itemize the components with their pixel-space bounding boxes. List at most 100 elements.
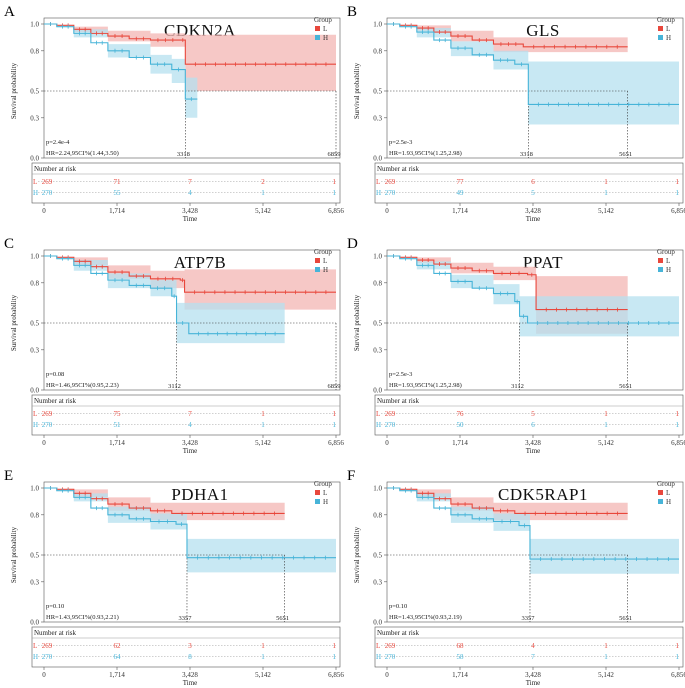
x-axis-label: Time: [183, 215, 198, 223]
y-tick-label: 0.8: [373, 511, 382, 519]
x-tick-label: 3,428: [525, 671, 541, 679]
ci-band-l: [44, 24, 336, 91]
risk-count: 1: [676, 178, 680, 186]
risk-count: 1: [333, 189, 337, 197]
y-axis-label: Survival probability: [10, 294, 18, 351]
x-tick-label: 6,856: [328, 671, 344, 679]
km-curve-h: [44, 487, 336, 559]
risk-count: 270: [385, 421, 396, 429]
risk-count: 49: [457, 189, 465, 197]
risk-count: 50: [457, 421, 465, 429]
ci-band-l: [44, 488, 285, 529]
km-panel-b: B GLS Survival probability 0.0 0.3 0.5 0.8 1.0 3…: [347, 4, 685, 223]
risk-row-group: L: [33, 178, 37, 186]
risk-count: 1: [261, 421, 265, 429]
median-label-high: 3318: [520, 151, 533, 158]
risk-count: 55: [114, 189, 122, 197]
legend-label-high: H: [666, 498, 671, 506]
legend-swatch-high: [658, 35, 663, 40]
x-tick-label: 1,714: [452, 671, 468, 679]
risk-count: 7: [188, 410, 192, 418]
risk-count: 269: [385, 178, 396, 186]
risk-table-frame: [31, 162, 341, 204]
x-tick-label: 3,428: [182, 207, 198, 215]
x-tick-label: 5,142: [255, 671, 271, 679]
x-tick-label: 1,714: [452, 439, 468, 447]
risk-count: 4: [188, 421, 192, 429]
risk-table-frame: [374, 626, 684, 668]
x-axis-label: Time: [183, 447, 198, 455]
y-tick-label: 0.0: [30, 387, 39, 395]
risk-table-title: Number at risk: [34, 397, 76, 405]
plot-frame: [386, 17, 684, 159]
risk-count: 270: [42, 421, 53, 429]
legend-swatch-low: [658, 258, 663, 263]
risk-count: 1: [604, 653, 608, 661]
risk-row-group: H: [33, 421, 38, 429]
risk-count: 76: [457, 410, 465, 418]
legend-title: Group: [314, 480, 332, 488]
risk-count: 1: [676, 421, 680, 429]
km-curve-h: [387, 487, 679, 560]
risk-count: 1: [333, 653, 337, 661]
x-tick-label: 1,714: [109, 439, 125, 447]
risk-count: 71: [114, 178, 122, 186]
y-tick-label: 0.3: [30, 114, 39, 122]
risk-count: 1: [261, 410, 265, 418]
x-tick-label: 1,714: [109, 671, 125, 679]
risk-count: 4: [531, 642, 535, 650]
risk-count: 51: [114, 421, 122, 429]
risk-count: 77: [457, 178, 465, 186]
p-value: p=2.5e-3: [389, 371, 412, 378]
km-curve-l: [44, 487, 285, 515]
risk-table-title: Number at risk: [377, 397, 419, 405]
hazard-ratio: HR=1.43,95CI%(0.93,2.19): [389, 614, 462, 621]
legend-label-low: L: [323, 257, 327, 265]
x-tick-label: 5,142: [255, 439, 271, 447]
risk-count: 3: [188, 642, 192, 650]
x-tick-label: 6,856: [328, 439, 344, 447]
legend-title: Group: [314, 248, 332, 256]
median-label-low: 5651: [619, 383, 632, 390]
risk-table-frame: [31, 626, 341, 668]
km-curve-h: [44, 255, 285, 335]
y-tick-label: 0.5: [30, 552, 39, 560]
km-curve-l: [44, 255, 336, 293]
x-tick-label: 6,856: [671, 671, 685, 679]
y-tick-label: 1.0: [30, 253, 39, 261]
median-label-high: 3318: [177, 151, 190, 158]
legend-swatch-low: [658, 490, 663, 495]
median-label-high: 3112: [511, 383, 524, 390]
risk-count: 7: [531, 653, 535, 661]
legend-swatch-high: [658, 499, 663, 504]
risk-count: 1: [604, 642, 608, 650]
x-tick-label: 0: [385, 439, 389, 447]
risk-count: 269: [42, 642, 53, 650]
km-panel-c: C ATP7B Survival probability 0.0 0.3 0.5 0.8 1.…: [4, 236, 344, 455]
km-curve-h: [387, 255, 679, 324]
risk-count: 1: [333, 421, 337, 429]
legend-swatch-low: [315, 258, 320, 263]
y-tick-label: 0.3: [373, 578, 382, 586]
risk-row-group: L: [33, 410, 37, 418]
x-tick-label: 1,714: [109, 207, 125, 215]
hazard-ratio: HR=1.93,95CI%(1.25,2.98): [389, 150, 462, 157]
risk-row-group: H: [376, 421, 381, 429]
legend-title: Group: [657, 16, 675, 24]
legend-label-high: H: [323, 266, 328, 274]
y-tick-label: 0.3: [30, 346, 39, 354]
x-tick-label: 6,856: [328, 207, 344, 215]
x-tick-label: 0: [42, 439, 46, 447]
km-curve-l: [387, 487, 628, 515]
legend-title: Group: [314, 16, 332, 24]
risk-row-group: H: [376, 653, 381, 661]
p-value: p=2.4e-4: [46, 139, 70, 146]
y-tick-label: 0.8: [30, 511, 39, 519]
y-tick-label: 1.0: [30, 485, 39, 493]
hazard-ratio: HR=1.93,95CI%(1.25,2.98): [389, 382, 462, 389]
risk-table-frame: [374, 394, 684, 436]
risk-count: 1: [676, 642, 680, 650]
legend-title: Group: [657, 248, 675, 256]
median-label-high: 3112: [168, 383, 181, 390]
y-axis-label: Survival probability: [353, 294, 361, 351]
